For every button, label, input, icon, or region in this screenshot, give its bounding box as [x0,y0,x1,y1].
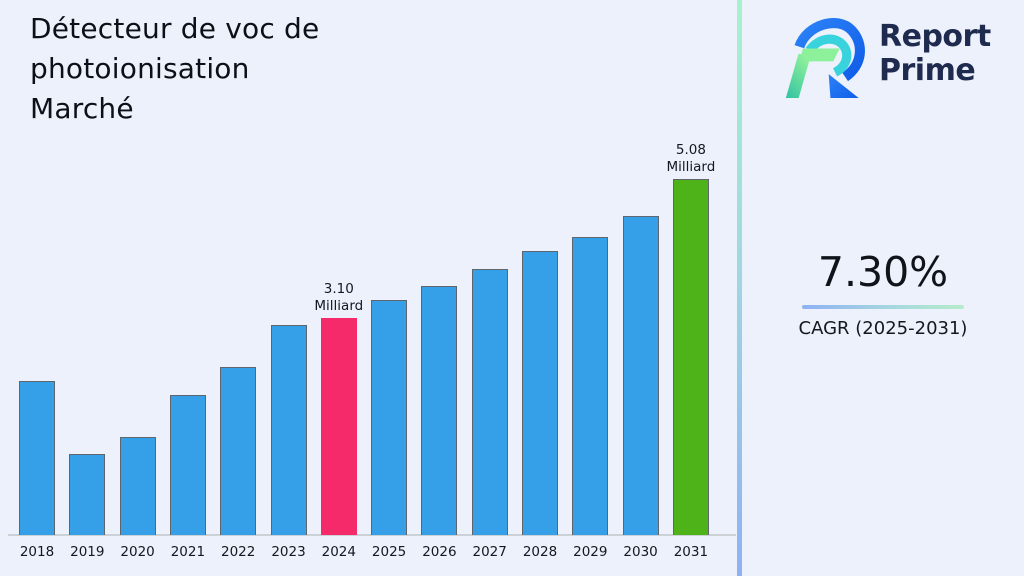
cagr-block: 7.30% CAGR (2025-2031) [758,248,1008,339]
value-annotation-line: Milliard [666,159,716,175]
logo-word-report: Report [879,19,991,54]
bar-2027 [471,268,508,535]
bar-2022 [220,366,257,535]
bar-2018 [19,380,55,535]
x-axis-line [8,534,736,536]
x-tick-label-2031: 2031 [673,544,709,560]
x-tick-label-2025: 2025 [371,544,407,560]
cagr-value: 7.30% [817,248,949,296]
x-tick-label-2029: 2029 [573,544,608,560]
x-tick-label-2030: 2030 [623,544,658,560]
page-title-line: photoionisation [30,52,250,85]
bar-2029 [572,237,609,535]
page-title: Détecteur de voc de photoionisation Marc… [30,9,319,129]
x-tick-label-2026: 2026 [422,544,457,560]
bar-2025 [371,300,408,535]
bar-2020 [119,436,156,535]
bar-2026 [421,286,458,535]
logo-word-prime: Prime [879,53,976,88]
value-annotation-2031: 5.08 Milliard [646,142,736,176]
value-annotation-line: 5.08 [675,142,706,158]
page-title-line: Marché [30,92,134,125]
x-tick-label-2023: 2023 [271,544,306,560]
bar-2028 [522,251,558,535]
cagr-label: CAGR (2025-2031) [798,318,968,339]
x-tick-label-2028: 2028 [522,544,558,560]
x-tick-label-2018: 2018 [19,544,55,560]
bar-2021 [169,394,206,535]
bar-2031 [672,179,709,535]
bar-2030 [622,216,659,535]
x-tick-label-2020: 2020 [120,544,155,560]
bar-2024 [320,317,357,535]
x-tick-label-2027: 2027 [472,544,507,560]
value-annotation-line: 3.10 [323,280,354,297]
bar-2019 [69,454,106,535]
value-annotation-line: Milliard [314,297,364,314]
x-tick-label-2022: 2022 [221,544,256,560]
x-tick-label-2019: 2019 [70,544,105,560]
cagr-underline [802,305,964,309]
panel-divider [737,0,742,576]
bar-2023 [270,324,307,535]
x-tick-label-2021: 2021 [170,544,206,560]
report-prime-wordmark: Report Prime [879,20,991,88]
value-annotation-2024: 3.10 Milliard [294,281,384,315]
x-tick-label-2024: 2024 [321,544,356,560]
report-prime-logo: Report Prime [781,10,991,98]
page-title-line: Détecteur de voc de [30,12,320,45]
report-prime-monogram-icon [785,18,865,98]
